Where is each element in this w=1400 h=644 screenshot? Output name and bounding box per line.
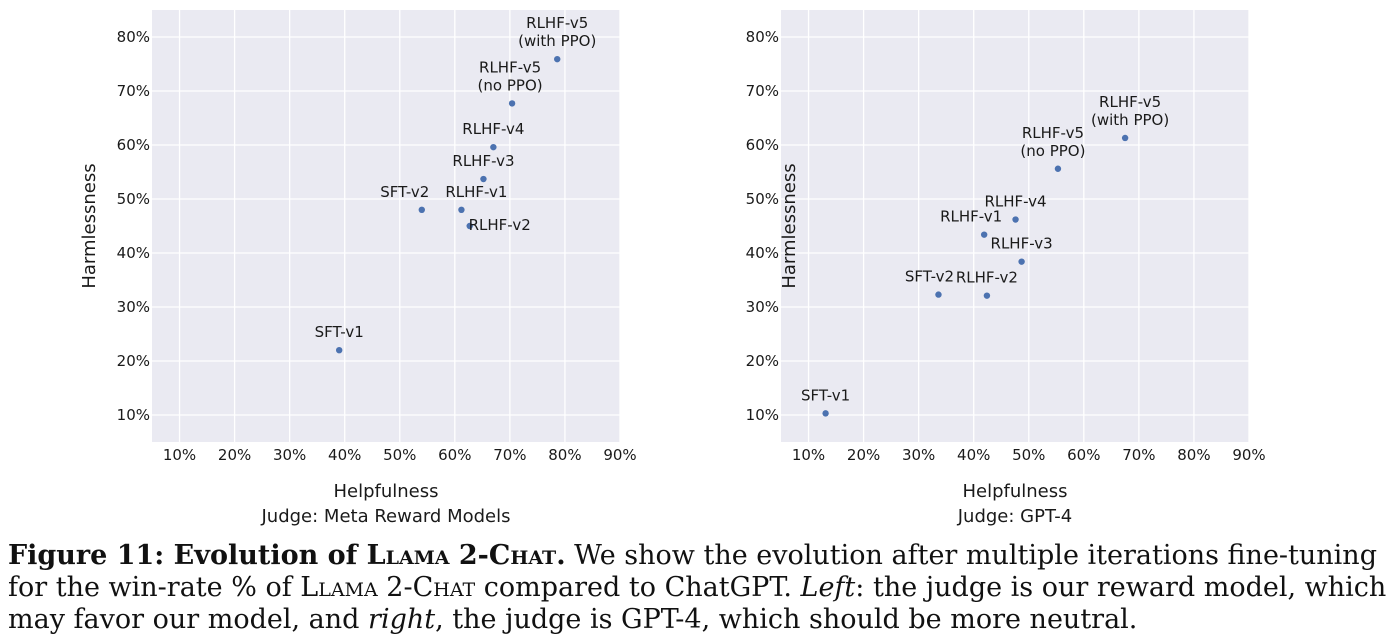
data-point-rlhf-v3 <box>1018 258 1025 265</box>
y-tick-label: 40% <box>117 244 150 262</box>
x-axis-label: Helpfulness <box>333 481 438 502</box>
data-point-rlhf-v2 <box>466 222 473 230</box>
point-label-sft-v2: SFT-v2 <box>905 268 954 286</box>
x-axis-sublabel: Judge: Meta Reward Models <box>260 506 510 527</box>
chart-right: 10% 20% 30% 40% 50% 60% 70% 80% 90% 10% 20% 30% 40% 5… <box>700 0 1400 540</box>
plot-background <box>152 10 620 442</box>
y-tick-label: 80% <box>117 28 150 46</box>
x-tick-label: 30% <box>273 446 306 464</box>
data-point-rlhf-v1 <box>458 206 465 213</box>
data-point-sft-v2 <box>418 206 425 213</box>
y-tick-label: 70% <box>746 82 779 100</box>
data-point-sft-v1 <box>336 347 343 354</box>
y-axis-label: Harmlessness <box>779 163 800 288</box>
x-tick-label: 90% <box>603 446 636 464</box>
data-point-rlhf-v5-no-ppo <box>508 100 516 107</box>
point-label-sft-v1: SFT-v1 <box>801 386 850 404</box>
x-tick-label: 70% <box>493 446 526 464</box>
data-point-sft-v2 <box>935 291 942 298</box>
data-point-sft-v1 <box>822 410 829 417</box>
y-tick-label: 80% <box>746 28 779 46</box>
x-tick-label: 20% <box>218 446 251 464</box>
x-tick-label: 50% <box>1012 446 1045 464</box>
x-tick-label: 10% <box>163 446 196 464</box>
x-tick-label: 90% <box>1232 446 1265 464</box>
x-tick-label: 40% <box>957 446 990 464</box>
data-point-rlhf-v5-with-ppo <box>1121 134 1129 142</box>
y-tick-label: 60% <box>746 136 779 154</box>
data-point-rlhf-v5-with-ppo <box>554 55 561 63</box>
chart-left: 10% 20% 30% 40% 50% 60% 70% 80% 90% 10% 20% 30% 40% 5… <box>0 0 700 540</box>
point-label-sft-v1: SFT-v1 <box>315 323 364 341</box>
y-tick-label: 50% <box>117 190 150 208</box>
data-point-rlhf-v3 <box>480 175 487 183</box>
x-tick-label: 40% <box>328 446 361 464</box>
x-axis-label: Helpfulness <box>962 481 1067 502</box>
data-point-rlhf-v2 <box>983 292 991 299</box>
point-label-rlhf-v3: RLHF-v3 <box>452 152 514 170</box>
y-tick-label: 50% <box>746 190 779 208</box>
point-label-rlhf-v2: RLHF-v2 <box>956 269 1018 287</box>
point-label-rlhf-v4: RLHF-v4 <box>984 193 1046 211</box>
y-tick-label: 30% <box>117 298 150 316</box>
data-point-rlhf-v4 <box>490 143 497 151</box>
point-label-rlhf-v2: RLHF-v2 <box>469 216 531 234</box>
point-label-rlhf-v1: RLHF-v1 <box>445 183 507 201</box>
x-tick-label: 30% <box>902 446 935 464</box>
y-tick-label: 30% <box>746 298 779 316</box>
caption-lead: Figure 11: Evolution of Llama 2-Chat. <box>8 540 566 571</box>
y-tick-label: 40% <box>746 244 779 262</box>
scatter-plot-gpt4: 10% 20% 30% 40% 50% 60% 70% 80% 90% 10% 20% 30% 40% 5… <box>746 10 1266 527</box>
x-tick-label: 10% <box>792 446 825 464</box>
scatter-plot-meta-reward: 10% 20% 30% 40% 50% 60% 70% 80% 90% 10% 20% 30% 40% 5… <box>79 10 637 527</box>
x-tick-label: 20% <box>847 446 880 464</box>
y-tick-label: 60% <box>117 136 150 154</box>
point-label-rlhf-v5-with-ppo: RLHF-v5 (with PPO) <box>1091 93 1169 129</box>
y-tick-label: 20% <box>746 352 779 370</box>
y-tick-label: 10% <box>117 406 150 424</box>
point-label-rlhf-v5-with-ppo: RLHF-v5 (with PPO) <box>518 14 596 50</box>
point-label-rlhf-v1: RLHF-v1 <box>940 208 1002 226</box>
point-label-sft-v2: SFT-v2 <box>380 183 429 201</box>
plot-background <box>781 10 1249 442</box>
x-tick-label: 80% <box>1177 446 1210 464</box>
data-point-rlhf-v4 <box>1012 216 1019 223</box>
x-tick-label: 50% <box>383 446 416 464</box>
x-axis-sublabel: Judge: GPT-4 <box>957 506 1073 527</box>
point-label-rlhf-v4: RLHF-v4 <box>462 120 524 138</box>
point-label-rlhf-v5-no-ppo: RLHF-v5 (no PPO) <box>1020 124 1085 160</box>
y-axis-label: Harmlessness <box>79 163 100 288</box>
y-tick-label: 70% <box>117 82 150 100</box>
x-tick-label: 60% <box>1067 446 1100 464</box>
x-tick-label: 60% <box>438 446 471 464</box>
x-tick-label: 70% <box>1122 446 1155 464</box>
y-tick-label: 10% <box>746 406 779 424</box>
data-point-rlhf-v1 <box>980 231 988 238</box>
data-point-rlhf-v5-no-ppo <box>1054 165 1062 172</box>
point-label-rlhf-v5-no-ppo: RLHF-v5 (no PPO) <box>478 58 543 94</box>
x-tick-label: 80% <box>548 446 581 464</box>
point-label-rlhf-v3: RLHF-v3 <box>991 235 1053 253</box>
y-tick-label: 20% <box>117 352 150 370</box>
figure-caption: Figure 11: Evolution of Llama 2-Chat. We… <box>8 540 1387 635</box>
